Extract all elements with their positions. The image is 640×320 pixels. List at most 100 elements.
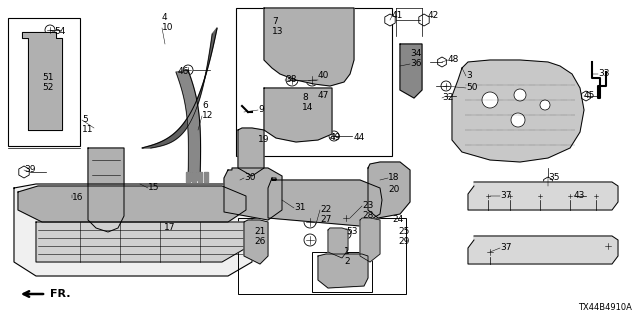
- Text: 47: 47: [318, 91, 330, 100]
- Polygon shape: [438, 57, 446, 67]
- Text: 51: 51: [42, 74, 54, 83]
- Polygon shape: [18, 186, 246, 222]
- Text: 8: 8: [302, 93, 308, 102]
- Polygon shape: [244, 220, 268, 264]
- Text: 24: 24: [392, 215, 403, 225]
- Circle shape: [257, 183, 267, 193]
- Polygon shape: [238, 128, 264, 176]
- Text: 1: 1: [344, 247, 349, 257]
- Text: 5: 5: [82, 116, 88, 124]
- Text: 29: 29: [398, 237, 410, 246]
- Text: 40: 40: [318, 71, 330, 81]
- Bar: [8, 18, 80, 146]
- Polygon shape: [468, 182, 618, 210]
- Text: 44: 44: [354, 133, 365, 142]
- Circle shape: [40, 111, 48, 119]
- Text: 33: 33: [598, 69, 609, 78]
- Polygon shape: [264, 88, 332, 142]
- Text: 22: 22: [320, 205, 332, 214]
- Polygon shape: [224, 168, 282, 220]
- Text: 38: 38: [285, 76, 296, 84]
- Text: 17: 17: [164, 223, 175, 233]
- Text: 42: 42: [428, 12, 439, 20]
- Text: 19: 19: [258, 135, 269, 145]
- Polygon shape: [198, 172, 202, 182]
- Text: 14: 14: [302, 103, 314, 113]
- Polygon shape: [36, 222, 246, 262]
- Text: 41: 41: [392, 12, 403, 20]
- Polygon shape: [264, 8, 354, 86]
- Text: 25: 25: [398, 228, 410, 236]
- Text: 45: 45: [584, 92, 595, 100]
- Text: 4: 4: [162, 13, 168, 22]
- Polygon shape: [452, 60, 584, 162]
- Polygon shape: [368, 162, 410, 218]
- Circle shape: [40, 91, 48, 99]
- Text: 21: 21: [254, 228, 266, 236]
- Polygon shape: [419, 14, 429, 26]
- Polygon shape: [88, 148, 124, 232]
- Circle shape: [514, 89, 526, 101]
- Polygon shape: [19, 166, 29, 178]
- Text: FR.: FR.: [50, 289, 70, 299]
- Text: 53: 53: [346, 228, 358, 236]
- Polygon shape: [176, 70, 200, 182]
- Circle shape: [328, 264, 336, 272]
- Circle shape: [285, 100, 305, 120]
- Text: 18: 18: [388, 173, 399, 182]
- Text: 11: 11: [82, 125, 93, 134]
- Polygon shape: [22, 32, 62, 130]
- Text: 48: 48: [448, 55, 460, 65]
- Text: 26: 26: [254, 237, 266, 246]
- Circle shape: [287, 32, 303, 48]
- Text: 28: 28: [362, 212, 373, 220]
- Text: 20: 20: [388, 186, 399, 195]
- Text: 46: 46: [178, 68, 189, 76]
- Text: 50: 50: [466, 84, 477, 92]
- Text: 31: 31: [294, 204, 305, 212]
- Text: 3: 3: [466, 71, 472, 81]
- Polygon shape: [204, 172, 208, 182]
- Polygon shape: [14, 184, 252, 276]
- Polygon shape: [385, 14, 395, 26]
- Polygon shape: [468, 236, 618, 264]
- Polygon shape: [142, 28, 217, 148]
- Text: 49: 49: [330, 133, 341, 142]
- Polygon shape: [328, 228, 348, 258]
- Polygon shape: [582, 91, 590, 101]
- Text: 54: 54: [54, 28, 65, 36]
- Bar: [236, 8, 392, 156]
- Circle shape: [300, 50, 310, 60]
- Polygon shape: [360, 218, 380, 262]
- Circle shape: [247, 190, 257, 200]
- Text: 43: 43: [574, 191, 586, 201]
- Text: 36: 36: [410, 60, 422, 68]
- Circle shape: [511, 113, 525, 127]
- Polygon shape: [400, 44, 422, 98]
- Text: 2: 2: [344, 258, 349, 267]
- Text: 35: 35: [548, 173, 559, 182]
- Circle shape: [40, 51, 48, 59]
- Circle shape: [344, 264, 352, 272]
- Text: 9: 9: [258, 106, 264, 115]
- Circle shape: [482, 92, 498, 108]
- Text: 37: 37: [500, 244, 511, 252]
- Text: 15: 15: [148, 183, 159, 193]
- Polygon shape: [318, 254, 368, 288]
- Bar: [238, 218, 406, 294]
- Polygon shape: [192, 172, 196, 182]
- Text: 32: 32: [442, 93, 453, 102]
- Polygon shape: [268, 178, 382, 226]
- Bar: [312, 252, 372, 292]
- Text: 10: 10: [162, 23, 173, 33]
- Circle shape: [233, 183, 243, 193]
- Text: 16: 16: [72, 194, 83, 203]
- Text: 52: 52: [42, 84, 53, 92]
- Polygon shape: [572, 191, 580, 201]
- Polygon shape: [543, 177, 552, 187]
- Text: 27: 27: [320, 215, 332, 225]
- Text: 6: 6: [202, 101, 208, 110]
- Text: 13: 13: [272, 28, 284, 36]
- Text: 30: 30: [244, 173, 255, 182]
- Text: 7: 7: [272, 18, 278, 27]
